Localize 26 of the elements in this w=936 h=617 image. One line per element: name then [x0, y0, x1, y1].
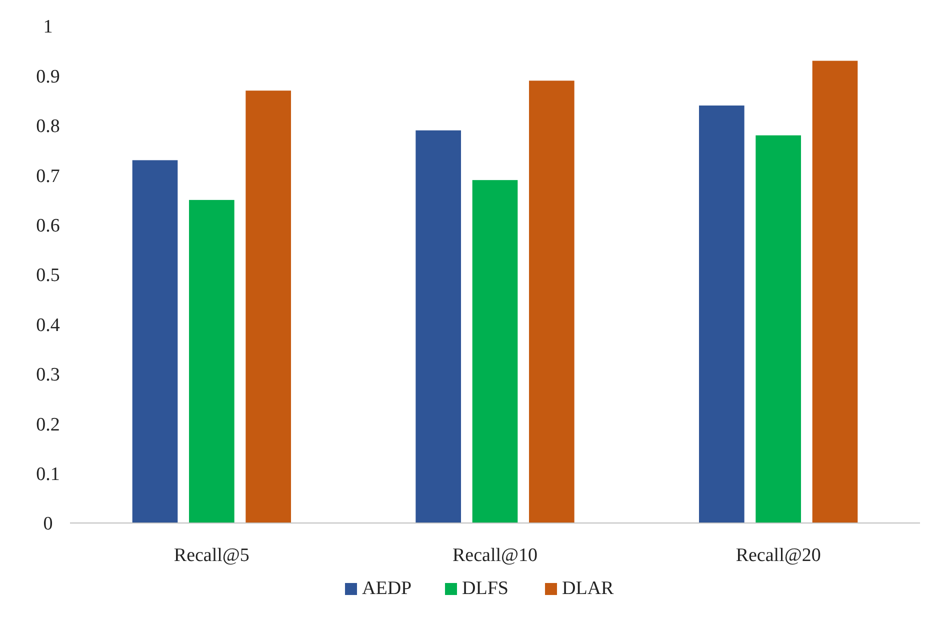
x-tick-label: Recall@5 — [174, 545, 250, 566]
y-tick-label: 0 — [43, 514, 53, 535]
x-tick-label: Recall@20 — [736, 545, 821, 566]
y-tick-label: 0.3 — [36, 364, 60, 386]
bar — [132, 160, 178, 523]
bar — [699, 106, 744, 523]
bar — [472, 180, 518, 523]
bar — [812, 60, 858, 523]
y-tick-label: 0.5 — [36, 265, 60, 286]
y-tick-label: 0.7 — [36, 166, 60, 187]
y-tick-label: 0.8 — [36, 116, 60, 138]
y-tick-label: 0.9 — [36, 66, 60, 88]
y-tick-label: 0.4 — [36, 314, 60, 336]
y-tick-label: 0.2 — [36, 414, 60, 436]
bar — [756, 135, 801, 523]
bar — [189, 200, 234, 523]
legend-label: DLFS — [462, 578, 508, 599]
x-tick-label: Recall@10 — [452, 545, 538, 566]
bar — [246, 90, 291, 523]
y-tick-label: 0.1 — [36, 464, 60, 485]
bar — [416, 130, 461, 523]
y-tick-label: 1 — [43, 16, 53, 38]
bar — [529, 80, 574, 523]
y-tick-label: 0.6 — [36, 215, 60, 236]
legend-label: AEDP — [362, 578, 412, 599]
legend-label: DLAR — [562, 578, 614, 599]
